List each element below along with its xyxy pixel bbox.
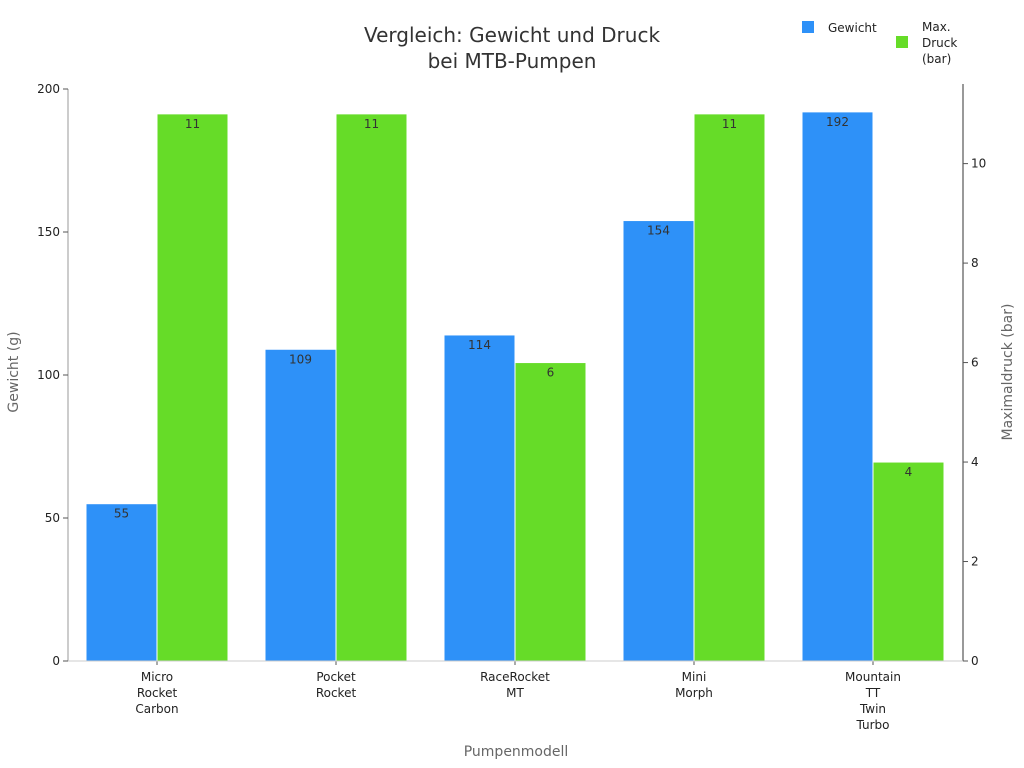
bar-druck-1 [335,113,408,662]
x-tick-label-line: Micro [141,670,173,684]
bar-gewicht-0 [85,503,158,662]
y-right-tick-label-3: 6 [971,356,979,370]
y-left-tick-label-2: 100 [37,368,60,382]
y-left-tick-label-0: 0 [52,654,60,668]
legend-label-line: Druck [922,36,957,50]
data-label-gewicht-3: 154 [647,224,670,238]
y-left-tick-label-1: 50 [45,511,60,525]
chart-title: Vergleich: Gewicht und Druck bei MTB-Pum… [364,23,660,73]
x-tick-label-3: Mini Morph [675,670,713,700]
bar-druck-0 [156,113,229,662]
bar-druck-2 [514,362,587,662]
x-tick-label-4: Mountain TT Twin Turbo [845,670,901,732]
chart-title-line-2: bei MTB-Pumpen [428,49,597,73]
x-tick-label-line: Morph [675,686,713,700]
axes: Micro Rocket Carbon Pocket Rocket RaceRocket M… [37,82,986,732]
legend-label-0: Gewicht [828,21,877,35]
bar-druck-3 [693,113,766,662]
bar-gewicht-4 [801,111,874,662]
y-right-tick-label-1: 2 [971,555,979,569]
plot-area: 55 11 109 11 114 6 154 11 192 4 [85,111,945,662]
data-label-druck-1: 11 [364,117,379,131]
x-tick-label-line: MT [506,686,524,700]
bar-druck-4 [872,461,945,662]
x-axis-title: Pumpenmodell [464,744,569,760]
x-tick-label-line: Carbon [135,702,178,716]
x-tick-label-line: Mountain [845,670,901,684]
x-tick-label-line: TT [865,686,881,700]
legend-label-line: Gewicht [828,21,877,35]
data-label-gewicht-4: 192 [826,115,849,129]
y-left-tick-label-3: 150 [37,225,60,239]
x-tick-label-line: Rocket [137,686,178,700]
legend: Gewicht Max. Druck (bar) [802,20,957,66]
bar-gewicht-1 [264,348,337,662]
legend-swatch-0 [802,21,814,33]
y-axis-left-title: Gewicht (g) [6,331,22,412]
y-left-tick-label-4: 200 [37,82,60,96]
bar-gewicht-2 [443,334,516,662]
legend-label-1: Max. Druck (bar) [922,20,957,66]
y-axis-right-title: Maximaldruck (bar) [1000,304,1016,441]
data-label-druck-4: 4 [905,465,913,479]
data-label-druck-3: 11 [722,117,737,131]
x-tick-label-line: Pocket [316,670,356,684]
x-tick-label-line: Mini [682,670,707,684]
x-tick-label-line: Turbo [855,718,889,732]
y-right-tick-label-5: 10 [971,157,986,171]
bar-gewicht-3 [622,220,695,662]
x-tick-label-1: Pocket Rocket [316,670,357,700]
data-label-gewicht-1: 109 [289,352,312,366]
x-tick-label-line: Twin [859,702,886,716]
y-right-tick-label-2: 4 [971,455,979,469]
x-tick-label-0: Micro Rocket Carbon [135,670,178,716]
x-tick-label-line: RaceRocket [480,670,550,684]
y-right-tick-label-4: 8 [971,256,979,270]
data-label-gewicht-0: 55 [114,507,129,521]
data-label-druck-0: 11 [185,117,200,131]
data-label-gewicht-2: 114 [468,338,491,352]
legend-label-line: Max. [922,20,951,34]
chart-title-line-1: Vergleich: Gewicht und Druck [364,23,660,47]
y-right-tick-label-0: 0 [971,654,979,668]
x-tick-label-line: Rocket [316,686,357,700]
data-label-druck-2: 6 [547,366,555,380]
legend-label-line: (bar) [922,52,951,66]
legend-swatch-1 [896,36,908,48]
x-tick-label-2: RaceRocket MT [480,670,550,700]
